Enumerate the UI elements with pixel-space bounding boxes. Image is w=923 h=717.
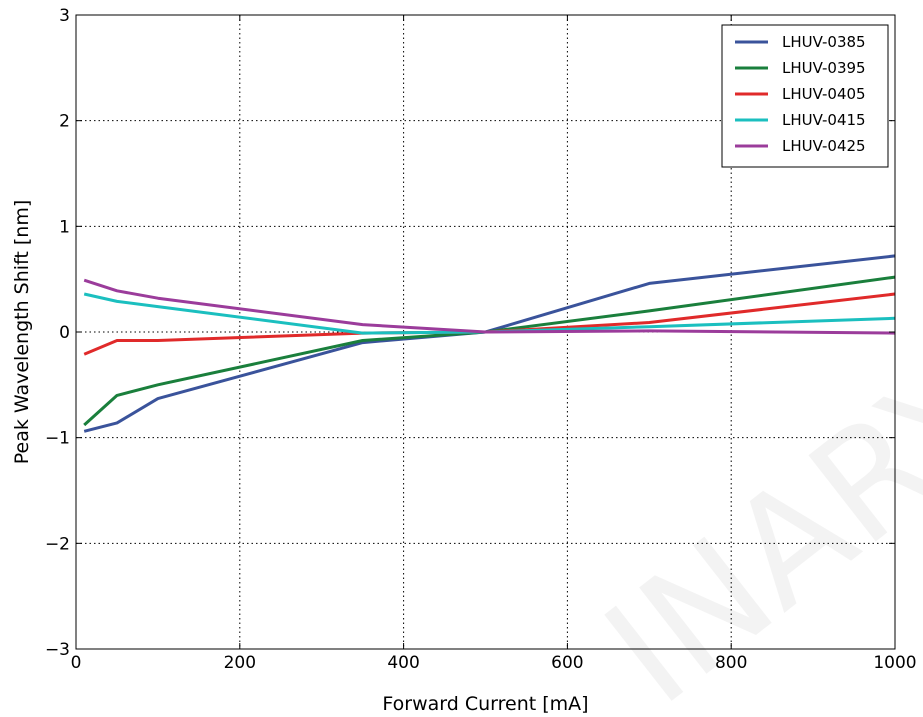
- series-lines: [83, 254, 896, 433]
- x-tick-label: 0: [71, 653, 82, 673]
- series-line-lhuv-0395: [83, 275, 896, 427]
- tick-labels: 0 200 400 600 800 1000 −3 −2 −1 0 1 2 3: [45, 6, 917, 673]
- x-tick-label: 800: [715, 653, 747, 673]
- legend-label: LHUV-0395: [782, 59, 866, 77]
- legend-label: LHUV-0385: [782, 33, 866, 51]
- y-tick-label: −3: [45, 640, 70, 660]
- y-tick-label: 3: [59, 6, 70, 26]
- y-tick-label: −2: [45, 534, 70, 554]
- y-tick-label: −1: [45, 429, 70, 449]
- series-line-lhuv-0385: [83, 254, 896, 433]
- x-axis-label: Forward Current [mA]: [382, 693, 588, 715]
- y-axis-label: Peak Wavelength Shift [nm]: [11, 200, 33, 465]
- x-tick-label: 1000: [873, 653, 916, 673]
- legend-label: LHUV-0425: [782, 137, 866, 155]
- y-tick-label: 0: [59, 323, 70, 343]
- series-line-lhuv-0415: [83, 292, 896, 335]
- y-tick-label: 1: [59, 217, 70, 237]
- series-line-lhuv-0425: [83, 278, 896, 335]
- watermark: INARY: [575, 327, 923, 717]
- svg-text:INARY: INARY: [575, 327, 923, 717]
- legend: LHUV-0385 LHUV-0395 LHUV-0405 LHUV-0415 LHUV…: [721, 24, 889, 168]
- y-tick-label: 2: [59, 112, 70, 132]
- axis-ticks: [75, 14, 896, 650]
- x-tick-label: 600: [551, 653, 583, 673]
- legend-box: [721, 24, 889, 168]
- legend-label: LHUV-0415: [782, 111, 866, 129]
- legend-label: LHUV-0405: [782, 85, 866, 103]
- x-tick-label: 400: [387, 653, 419, 673]
- x-tick-label: 200: [224, 653, 256, 673]
